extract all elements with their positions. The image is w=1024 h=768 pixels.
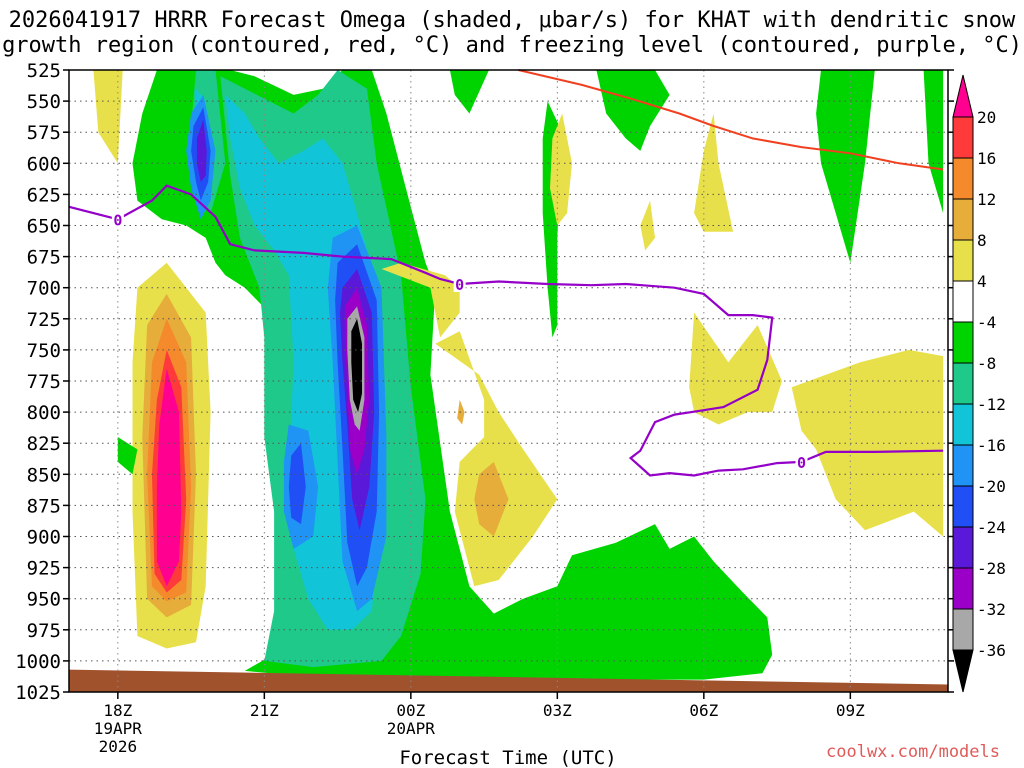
colorbar-label: -28 xyxy=(977,559,1006,578)
colorbar-segment--28_-24 xyxy=(952,526,974,569)
chart-title: 2026041917 HRRR Forecast Omega (shaded, … xyxy=(0,8,1024,58)
freezing-level-label: 0 xyxy=(455,276,464,294)
y-tick-label: 625 xyxy=(27,184,61,206)
y-tick-label: 725 xyxy=(27,309,61,331)
x-tick-label: 06Z xyxy=(689,701,718,720)
colorbar-label: -36 xyxy=(977,641,1006,660)
omega-region-below_-36-27 xyxy=(351,318,362,413)
colorbar-segment-4_8 xyxy=(952,239,974,282)
y-tick-label: 825 xyxy=(27,433,61,455)
y-tick-label: 850 xyxy=(27,464,61,486)
colorbar-label: -4 xyxy=(977,313,996,332)
terrain-polygon xyxy=(69,669,948,692)
omega-region--28_-24-23 xyxy=(196,119,207,182)
omega-region--8_-4-12 xyxy=(923,70,944,214)
colorbar-segment--16_-12 xyxy=(952,403,974,446)
x-tick-label: 09Z xyxy=(836,701,865,720)
y-tick-label: 700 xyxy=(27,278,61,300)
colorbar-label: -24 xyxy=(977,518,1006,537)
colorbar-segment--12_-8 xyxy=(952,362,974,405)
colorbar-segment-16_20 xyxy=(952,116,974,159)
omega-region-4_8-29 xyxy=(435,331,558,587)
colorbar-segment--32_-28 xyxy=(952,567,974,610)
colorbar-segment--4_4 xyxy=(952,280,974,323)
colorbar-segment-8_12 xyxy=(952,198,974,241)
grid-lines xyxy=(69,70,948,692)
x-tick-label: 20APR xyxy=(387,719,436,738)
y-tick-label: 925 xyxy=(27,558,61,580)
omega-region-4_8-28 xyxy=(381,262,460,338)
freezing-level-label: 0 xyxy=(113,211,122,229)
contours: 0 0 0 xyxy=(68,69,944,477)
dgz-contour-line xyxy=(518,69,944,171)
omega-region-4_8-32 xyxy=(550,113,572,226)
title-line-2: growth region (contoured, red, °C) and f… xyxy=(2,33,1022,58)
colorbar-segment--8_-4 xyxy=(952,321,974,364)
omega-region--8_-4-11 xyxy=(816,70,875,263)
colorbar-label: -16 xyxy=(977,436,1006,455)
freezing-label-bg-2 xyxy=(795,453,808,470)
y-tick-label: 950 xyxy=(27,589,61,611)
freezing-level-label: 0 xyxy=(797,454,806,472)
colorbar-segment--24_-20 xyxy=(952,485,974,528)
y-tick-label: 525 xyxy=(27,60,61,82)
omega-region-4_8-35 xyxy=(689,312,782,425)
title-line-1: 2026041917 HRRR Forecast Omega (shaded, … xyxy=(8,8,1016,33)
credit-link[interactable]: coolwx.com/models xyxy=(826,742,1000,762)
y-tick-label: 650 xyxy=(27,216,61,238)
omega-region--8_-4-7 xyxy=(117,437,138,475)
x-axis-title: Forecast Time (UTC) xyxy=(399,747,616,768)
y-tick-label: 575 xyxy=(27,122,61,144)
colorbar-bottom-arrow xyxy=(952,649,974,693)
colorbar-label: -32 xyxy=(977,600,1006,619)
colorbar-label: 4 xyxy=(977,272,987,291)
x-tick-label: 18Z xyxy=(103,701,132,720)
x-tick-label: 00Z xyxy=(396,701,425,720)
omega-region--8_-4-10 xyxy=(596,70,670,151)
omega-region-8_12-30 xyxy=(474,461,509,537)
x-tick-label: 21Z xyxy=(250,701,279,720)
colorbar-label: 8 xyxy=(977,231,987,250)
y-tick-label: 675 xyxy=(27,247,61,269)
colorbar-top-arrow xyxy=(952,74,974,118)
colorbar-label: 12 xyxy=(977,190,996,209)
freezing-level-line xyxy=(68,184,944,477)
x-tick-label: 03Z xyxy=(543,701,572,720)
omega-shading xyxy=(93,70,944,680)
y-tick-label: 600 xyxy=(27,153,61,175)
colorbar-segment-12_16 xyxy=(952,157,974,200)
colorbar-label: -12 xyxy=(977,395,1006,414)
y-tick-label: 550 xyxy=(27,91,61,113)
freezing-label-bg-0 xyxy=(111,211,124,228)
y-tick-label: 750 xyxy=(27,340,61,362)
y-tick-label: 875 xyxy=(27,495,61,517)
colorbar-label: -20 xyxy=(977,477,1006,496)
y-tick-label: 800 xyxy=(27,402,61,424)
colorbar: 20 16 12 8 4 -4 -8 -12 -16 -20 -24 -28 -32 -36 xyxy=(952,74,1006,693)
terrain-band xyxy=(69,669,948,692)
y-tick-label: 775 xyxy=(27,371,61,393)
colorbar-segment--20_-16 xyxy=(952,444,974,487)
colorbar-label: 20 xyxy=(977,108,996,127)
x-tick-label: 2026 xyxy=(99,737,138,756)
omega-region--8_-4-6 xyxy=(132,70,773,680)
omega-region--24_-20-21 xyxy=(288,443,306,525)
omega-region-above_20-5 xyxy=(156,368,182,587)
freezing-label-bg-1 xyxy=(453,275,466,292)
y-tick-label: 900 xyxy=(27,527,61,549)
omega-region--8_-4-8 xyxy=(449,70,489,114)
colorbar-label: -8 xyxy=(977,354,996,373)
y-tick-label: 1025 xyxy=(15,682,61,704)
x-tick-label: 19APR xyxy=(94,719,143,738)
y-tick-label: 1000 xyxy=(15,651,61,673)
colorbar-segment--36_-32 xyxy=(952,608,974,651)
y-tick-label: 975 xyxy=(27,620,61,642)
colorbar-label: 16 xyxy=(977,149,996,168)
omega-region-4_8-0 xyxy=(93,70,123,164)
